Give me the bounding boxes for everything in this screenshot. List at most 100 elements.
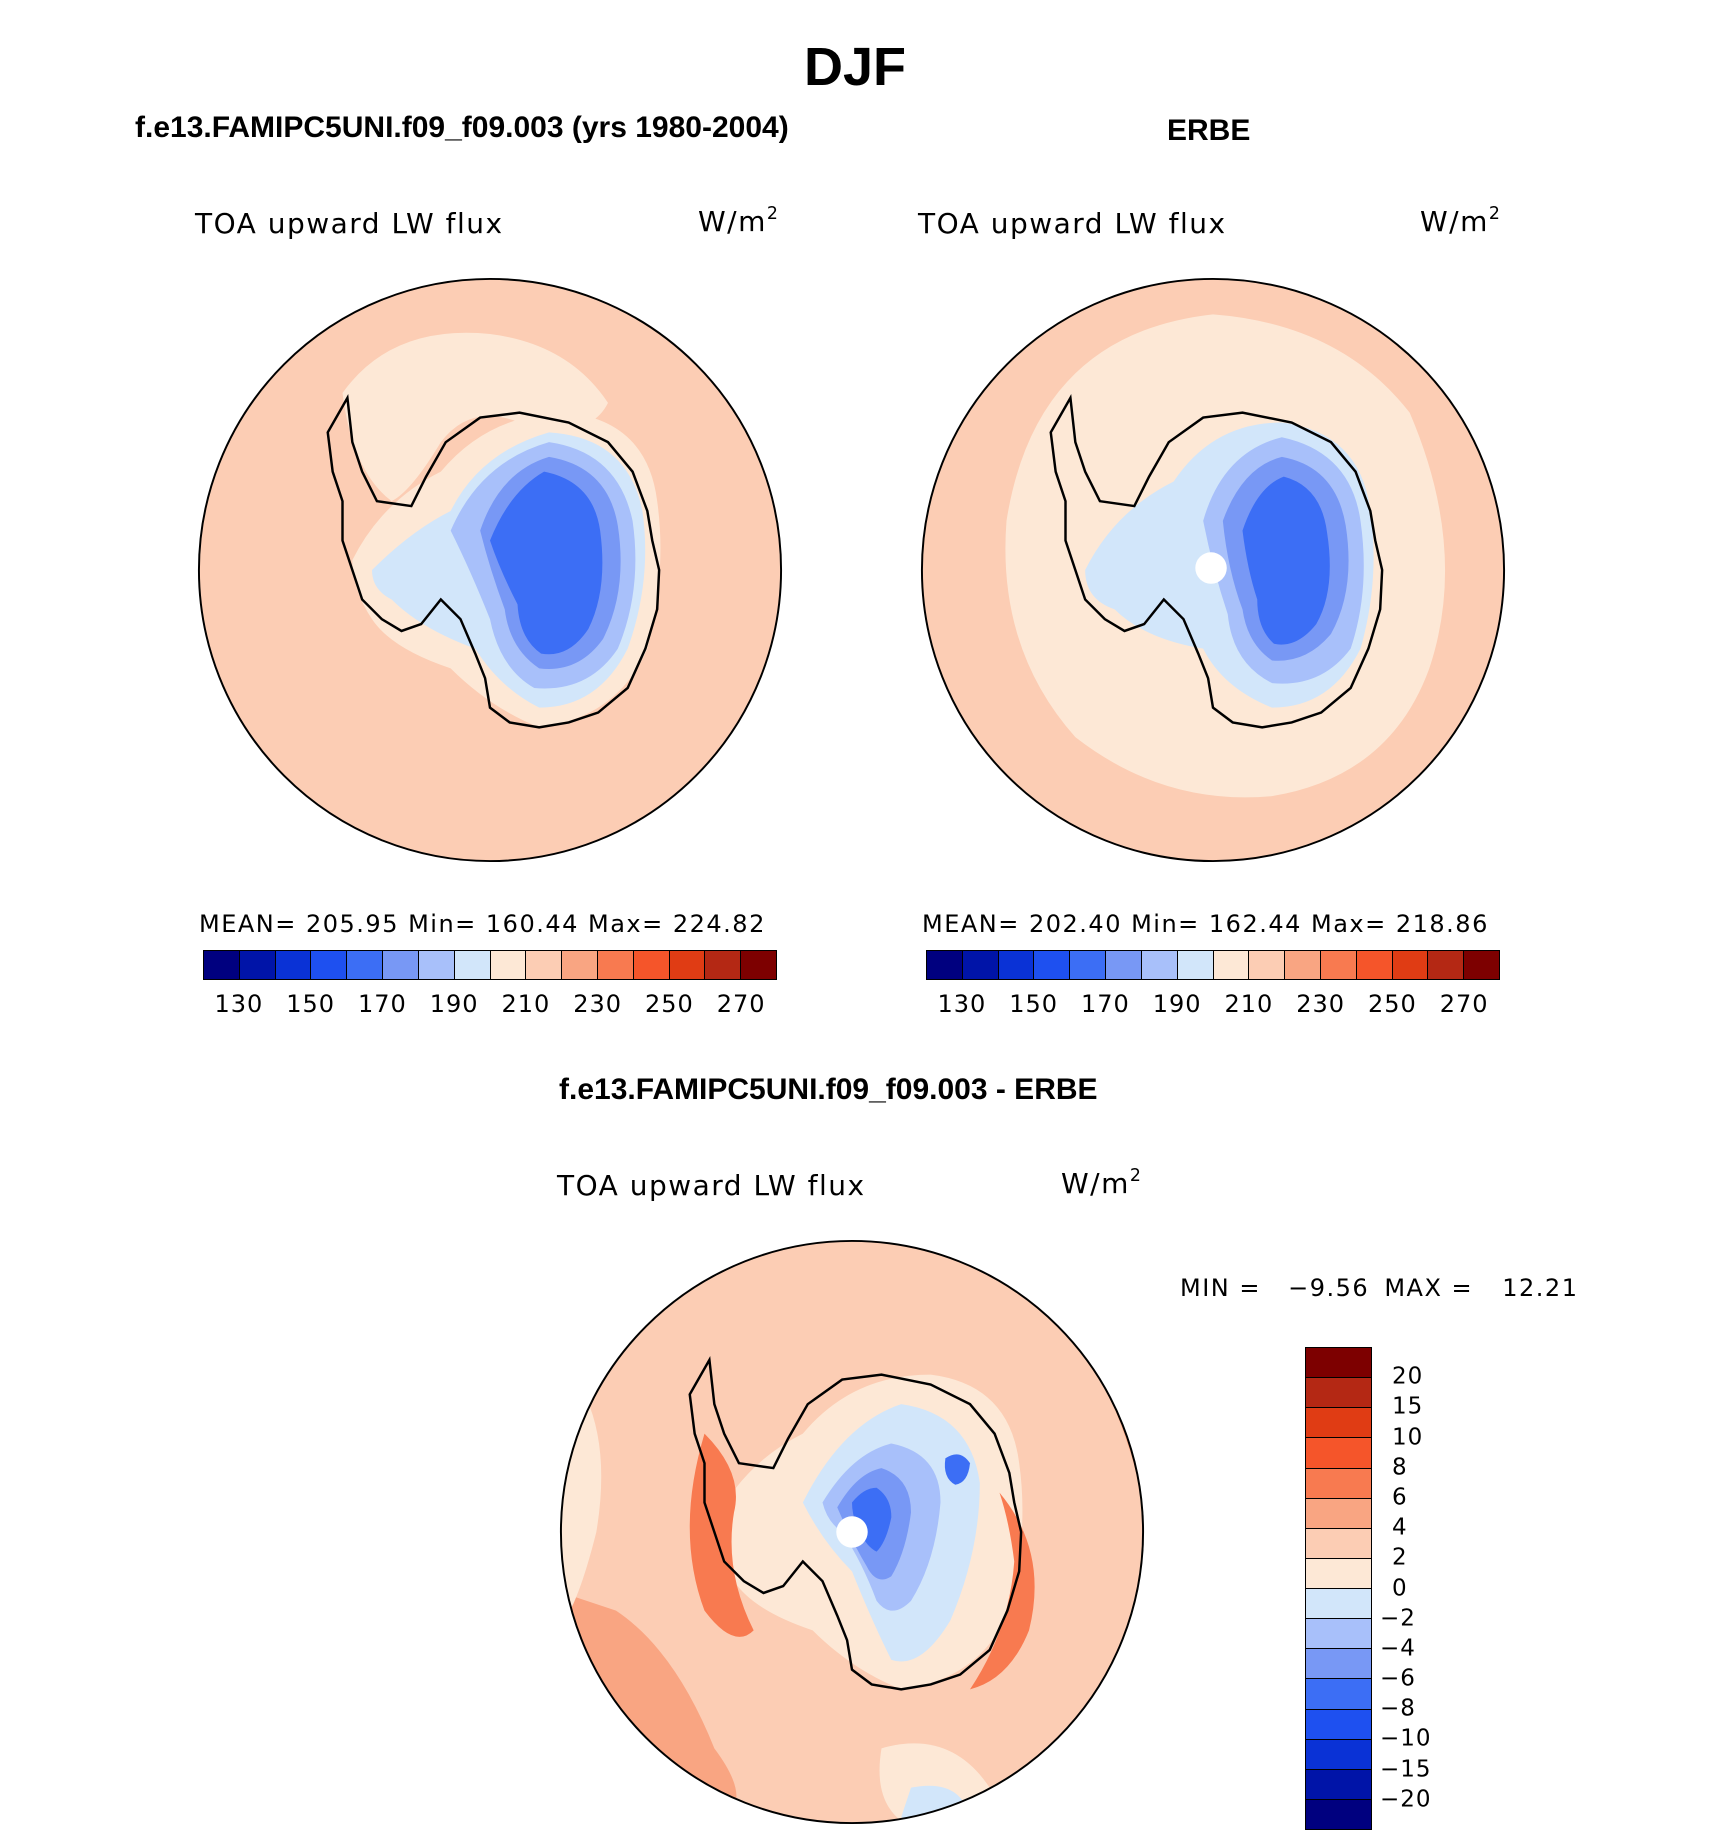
model-colorbar-ticks: 130 150 170 190 210 230 250 270 <box>203 992 777 1022</box>
diff-colorbar-tick-label: −8 <box>1380 1695 1416 1722</box>
obs-colorbar-swatch <box>1392 951 1429 979</box>
obs-colorbar-swatch <box>1320 951 1357 979</box>
diff-max-value: 12.21 <box>1502 1274 1579 1302</box>
obs-colorbar-swatch <box>1428 951 1465 979</box>
obs-colorbar-tick-label: 190 <box>1152 990 1202 1018</box>
obs-colorbar-swatch <box>1285 951 1321 979</box>
diff-colorbar-tick-label: 20 <box>1392 1363 1424 1390</box>
model-colorbar-swatch <box>562 951 598 979</box>
diff-min-label: MIN = <box>1180 1274 1261 1302</box>
diff-colorbar-swatch <box>1306 1799 1371 1829</box>
model-colorbar-swatch <box>597 951 634 979</box>
model-colorbar-tick-label: 210 <box>501 990 551 1018</box>
model-colorbar-swatch <box>526 951 563 979</box>
diff-colorbar-tick-label: 8 <box>1392 1454 1408 1481</box>
model-colorbar-swatch <box>239 951 276 979</box>
model-colorbar-swatch <box>383 951 419 979</box>
diff-colorbar-tick-label: 2 <box>1392 1544 1408 1571</box>
model-colorbar-swatch <box>275 951 312 979</box>
diff-colorbar-swatch <box>1306 1739 1371 1770</box>
model-units-label: W/m2 <box>698 204 780 238</box>
model-colorbar-tick-label: 170 <box>357 990 407 1018</box>
diff-colorbar-swatch <box>1306 1438 1371 1469</box>
model-variable-label: TOA upward LW flux <box>195 207 504 240</box>
diff-colorbar-ticks: 20 15 10 8 6 4 2 0 −2 −4 −6 −8 −10 −15 −20 <box>1380 1347 1480 1830</box>
model-colorbar-tick-label: 250 <box>644 990 694 1018</box>
diff-max-label: MAX = <box>1384 1274 1474 1302</box>
model-colorbar-tick-label: 190 <box>429 990 479 1018</box>
diff-colorbar-tick-label: −4 <box>1380 1635 1416 1662</box>
model-colorbar <box>203 950 777 980</box>
obs-colorbar-tick-label: 130 <box>937 990 987 1018</box>
obs-colorbar-swatch <box>1464 951 1499 979</box>
model-colorbar-swatch <box>669 951 706 979</box>
diff-colorbar-swatch <box>1306 1468 1371 1499</box>
obs-colorbar-swatch <box>1213 951 1250 979</box>
diff-coast-warm <box>689 1433 754 1637</box>
model-colorbar-tick-label: 230 <box>573 990 623 1018</box>
model-colorbar-swatch <box>633 951 670 979</box>
diff-polar-map <box>559 1239 1145 1825</box>
obs-colorbar-swatch <box>962 951 999 979</box>
model-light-band <box>342 332 608 502</box>
diff-colorbar-swatch <box>1306 1558 1371 1589</box>
diff-colorbar-swatch <box>1306 1408 1371 1439</box>
model-polar-map <box>197 277 783 863</box>
diff-colorbar-swatch <box>1306 1498 1371 1529</box>
diff-land-c5 <box>944 1454 970 1485</box>
obs-colorbar-tick-label: 170 <box>1080 990 1130 1018</box>
model-colorbar-swatch <box>418 951 455 979</box>
model-land-c4 <box>490 471 603 655</box>
model-colorbar-swatch <box>490 951 527 979</box>
diff-coast-warm-e <box>970 1492 1035 1690</box>
diff-min-value: −9.56 <box>1288 1274 1370 1302</box>
diff-colorbar-swatch <box>1306 1589 1371 1620</box>
obs-colorbar-tick-label: 150 <box>1009 990 1059 1018</box>
model-colorbar-swatch <box>347 951 384 979</box>
diff-map-border <box>559 1239 1145 1825</box>
diff-colorbar-tick-label: −20 <box>1380 1786 1432 1813</box>
diff-colorbar-tick-label: −15 <box>1380 1756 1432 1783</box>
diff-units-label: W/m2 <box>1061 1166 1143 1200</box>
diff-colorbar-tick-label: −6 <box>1380 1665 1416 1692</box>
obs-colorbar-tick-label: 210 <box>1224 990 1274 1018</box>
diff-colorbar-swatch <box>1306 1649 1371 1680</box>
model-colorbar-swatch <box>311 951 348 979</box>
diff-colorbar-swatch <box>1306 1769 1371 1800</box>
model-stats: MEAN= 205.95 Min= 160.44 Max= 224.82 <box>199 910 766 938</box>
diff-colorbar-swatch <box>1306 1348 1371 1379</box>
diff-colorbar-tick-label: 0 <box>1392 1575 1408 1601</box>
diff-pole-hole <box>836 1516 868 1548</box>
obs-colorbar-tick-label: 230 <box>1296 990 1346 1018</box>
model-colorbar-swatch <box>204 951 240 979</box>
obs-colorbar-swatch <box>1070 951 1107 979</box>
page-title: DJF <box>803 37 906 97</box>
diff-colorbar <box>1305 1347 1372 1830</box>
model-map-border <box>197 277 783 863</box>
model-colorbar-swatch <box>454 951 491 979</box>
diff-colorbar-tick-label: 15 <box>1392 1393 1424 1420</box>
diff-variable-label: TOA upward LW flux <box>557 1169 866 1202</box>
model-coastline <box>326 394 661 729</box>
model-colorbar-tick-label: 270 <box>716 990 766 1018</box>
obs-colorbar-swatch <box>1106 951 1142 979</box>
obs-polar-map <box>920 277 1506 863</box>
obs-colorbar-swatch <box>1141 951 1178 979</box>
diff-min-max: MIN = −9.56 MAX = 12.21 <box>1180 1276 1578 1300</box>
obs-stats: MEAN= 202.40 Min= 162.44 Max= 218.86 <box>922 910 1489 938</box>
diff-colorbar-tick-label: 4 <box>1392 1514 1408 1541</box>
diff-colorbar-tick-label: −10 <box>1380 1725 1432 1752</box>
diff-panel-title: f.e13.FAMIPC5UNI.f09_f09.003 - ERBE <box>559 1073 1098 1106</box>
obs-pole-hole <box>1195 552 1227 584</box>
model-colorbar-tick-label: 150 <box>286 990 336 1018</box>
diff-colorbar-swatch <box>1306 1679 1371 1710</box>
model-colorbar-swatch <box>741 951 776 979</box>
obs-colorbar-swatch <box>1249 951 1286 979</box>
diff-colorbar-swatch <box>1306 1619 1371 1650</box>
obs-land-c4 <box>1242 476 1330 645</box>
obs-colorbar-swatch <box>1356 951 1393 979</box>
obs-colorbar-swatch <box>998 951 1035 979</box>
model-panel-title: f.e13.FAMIPC5UNI.f09_f09.003 (yrs 1980-2… <box>135 111 789 144</box>
obs-panel-title: ERBE <box>1167 114 1251 147</box>
obs-colorbar-tick-label: 250 <box>1367 990 1417 1018</box>
